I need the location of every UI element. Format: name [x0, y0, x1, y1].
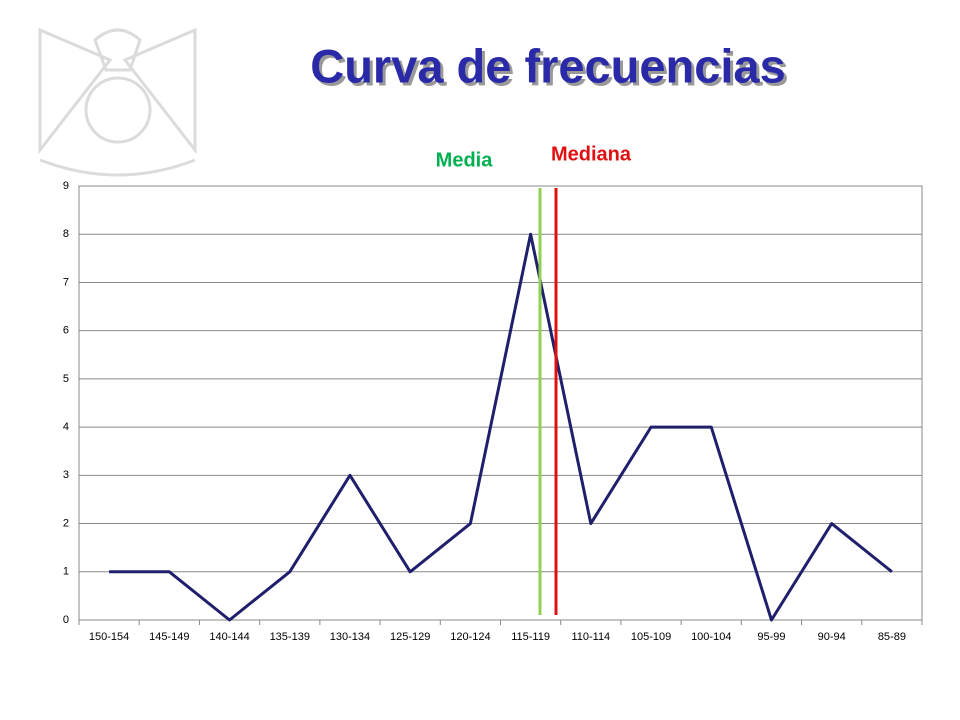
x-tick-label: 85-89: [878, 631, 906, 643]
y-tick-label: 1: [63, 566, 69, 578]
annotation-label: Mediana: [551, 143, 632, 165]
y-tick-label: 0: [63, 614, 69, 626]
x-tick-label: 125-129: [390, 631, 430, 643]
y-tick-label: 2: [63, 517, 69, 529]
y-tick-label: 9: [63, 180, 69, 192]
plot-area: [78, 185, 923, 621]
logo-watermark: [38, 27, 197, 177]
x-tick-label: 150-154: [89, 631, 129, 643]
y-tick-label: 8: [63, 228, 69, 240]
x-tick-label: 145-149: [149, 631, 189, 643]
x-tick-label: 140-144: [209, 631, 249, 643]
x-tick-label: 90-94: [818, 631, 846, 643]
x-tick-label: 115-119: [511, 631, 550, 643]
x-tick-label: 100-104: [691, 631, 731, 643]
y-tick-label: 5: [63, 373, 69, 385]
x-tick-label: 110-114: [571, 631, 610, 643]
x-tick-label: 120-124: [450, 631, 490, 643]
y-tick-label: 7: [63, 276, 69, 288]
x-tick-label: 130-134: [330, 631, 370, 643]
y-tick-label: 4: [63, 421, 69, 433]
y-tick-label: 6: [63, 325, 69, 337]
title-shadow: Curva de frecuencias: [313, 42, 788, 95]
chart-title: Curva de frecuencias: [310, 39, 785, 92]
y-tick-label: 3: [63, 469, 69, 481]
x-tick-label: 95-99: [757, 631, 785, 643]
x-tick-label: 105-109: [631, 631, 671, 643]
line-series: [109, 232, 893, 622]
annotation-label: Media: [436, 149, 494, 171]
x-tick-label: 135-139: [270, 631, 310, 643]
